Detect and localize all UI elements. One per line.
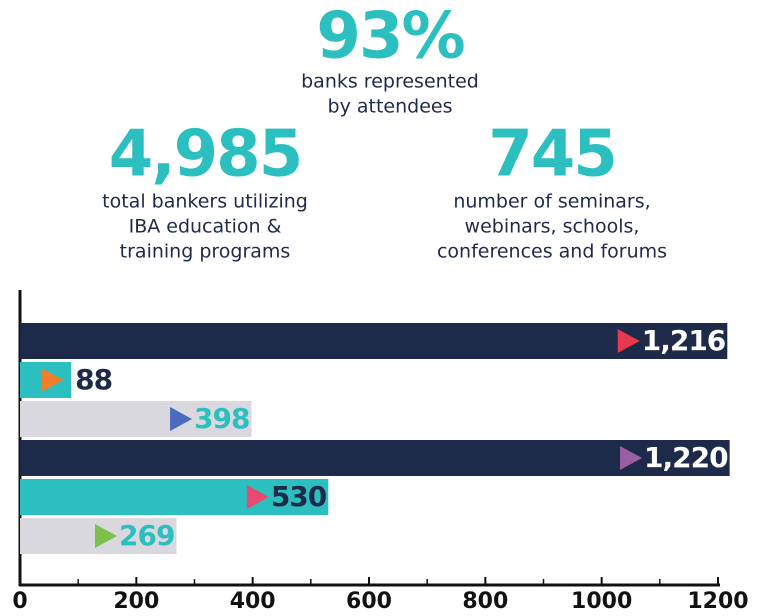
- x-tick-label: 200: [113, 589, 159, 614]
- value-label: 530: [271, 480, 327, 513]
- stat-value: 745: [488, 118, 616, 192]
- x-tick-label: 400: [230, 589, 276, 614]
- marker: [620, 446, 643, 470]
- stat-label: conferences and forums: [437, 241, 667, 263]
- marker: [170, 407, 193, 431]
- x-tick-label: 0: [12, 589, 27, 614]
- marker: [246, 485, 269, 509]
- bar: [20, 401, 252, 437]
- x-tick-label: 600: [346, 589, 392, 614]
- x-tick-label: 800: [462, 589, 508, 614]
- value-label: 398: [194, 402, 249, 435]
- value-label: 269: [119, 519, 174, 552]
- marker: [41, 368, 64, 392]
- marker: [95, 524, 118, 548]
- stat-label: IBA education &: [129, 216, 282, 238]
- stat-value: 93%: [316, 0, 464, 74]
- stat-value: 4,985: [109, 118, 301, 192]
- value-label: 88: [75, 363, 112, 396]
- stat-label: total bankers utilizing: [102, 191, 308, 213]
- marker: [617, 329, 640, 353]
- x-tick-label: 1000: [571, 589, 632, 614]
- stat-label: webinars, schools,: [465, 216, 640, 238]
- bar: [20, 440, 730, 476]
- stat-label: number of seminars,: [453, 191, 650, 213]
- bar: [20, 323, 728, 359]
- bar: [20, 479, 329, 515]
- value-label: 1,220: [644, 441, 728, 474]
- stat-label: banks represented: [301, 71, 479, 93]
- x-tick-label: 1200: [687, 589, 748, 614]
- stat-label: training programs: [120, 241, 291, 263]
- stat-label: by attendees: [328, 96, 453, 118]
- value-label: 1,216: [642, 324, 726, 357]
